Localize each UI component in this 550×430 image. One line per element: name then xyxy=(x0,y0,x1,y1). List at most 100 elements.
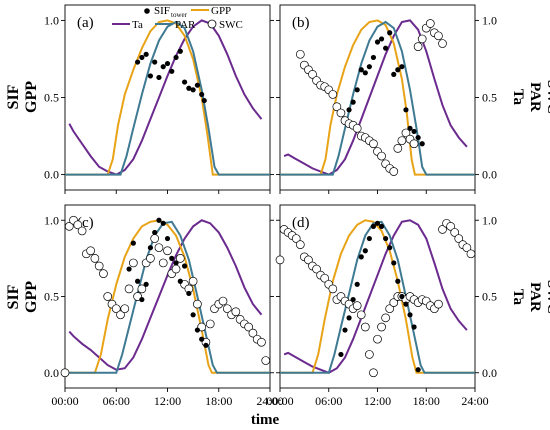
legend-swc-label: SWC xyxy=(219,19,243,31)
sif-point xyxy=(415,134,421,141)
swc-point xyxy=(291,234,301,243)
sif-point xyxy=(346,107,352,113)
swc-point xyxy=(377,322,386,332)
y-tick-label-right: 0.0 xyxy=(482,168,497,182)
panel-label: (b) xyxy=(292,15,310,31)
swc-point xyxy=(373,334,382,344)
sif-point xyxy=(194,327,200,333)
swc-point xyxy=(103,292,113,301)
sif-point xyxy=(160,220,166,226)
gpp-series-line xyxy=(65,19,270,176)
x-tick-label: 06:00 xyxy=(103,394,130,408)
sif-point xyxy=(387,30,393,36)
par-series-line xyxy=(280,20,475,176)
sif-point xyxy=(199,336,205,342)
sif-point xyxy=(143,51,149,57)
x-axis-title: time xyxy=(251,412,280,428)
swc-point xyxy=(60,368,70,378)
swc-point xyxy=(304,255,313,265)
swc-point xyxy=(146,254,155,263)
swc-point xyxy=(352,123,362,133)
sif-point xyxy=(358,67,364,73)
swc-point xyxy=(120,304,130,314)
sif-point xyxy=(177,278,183,284)
left-y-title-gpp: GPP xyxy=(23,81,40,113)
legend-ta-label: Ta xyxy=(132,19,143,31)
swc-point xyxy=(128,258,138,268)
par-series-line xyxy=(65,20,270,176)
swc-point xyxy=(171,264,181,274)
sif-point xyxy=(395,67,401,73)
swc-point xyxy=(409,139,419,149)
swc-point xyxy=(90,254,100,263)
swc-point xyxy=(150,234,160,243)
sif-point xyxy=(152,59,158,65)
swc-point xyxy=(312,264,321,274)
sif-point xyxy=(366,64,372,70)
swc-point xyxy=(261,356,271,365)
sif-point xyxy=(354,281,360,287)
sif-point xyxy=(383,45,389,51)
ta-series-line xyxy=(283,19,468,176)
swc-point xyxy=(352,301,362,310)
x-tick-label: 12:00 xyxy=(364,394,391,408)
ta-series-line xyxy=(68,219,263,371)
swc-point xyxy=(77,226,87,236)
sif-point xyxy=(173,54,179,61)
sif-point xyxy=(156,217,162,223)
legend-sif-subscript: tower xyxy=(171,11,188,19)
swc-point xyxy=(154,243,164,253)
panel-frame xyxy=(279,4,476,191)
sif-point xyxy=(399,293,405,300)
swc-point xyxy=(205,319,215,329)
swc-point xyxy=(389,298,399,307)
y-tick-label-left: 1.0 xyxy=(44,13,59,27)
legend-swc-marker xyxy=(207,19,217,29)
swc-point xyxy=(218,296,228,306)
sif-point xyxy=(419,141,425,147)
sif-point xyxy=(152,229,158,236)
panel-label: (a) xyxy=(77,15,94,31)
sif-point xyxy=(391,71,397,77)
sif-point xyxy=(181,79,188,85)
sif-point xyxy=(407,312,413,318)
sif-point xyxy=(383,235,389,242)
sif-point xyxy=(370,223,377,229)
swc-point xyxy=(308,70,317,79)
sif-point xyxy=(350,296,356,303)
sif-point xyxy=(342,327,348,333)
swc-point xyxy=(446,222,455,231)
sif-point xyxy=(139,296,145,303)
swc-point xyxy=(356,310,366,320)
legend-par-label: PAR xyxy=(175,19,196,31)
sif-point xyxy=(358,254,364,260)
sif-point xyxy=(378,223,385,229)
swc-point xyxy=(434,31,443,41)
swc-point xyxy=(163,246,172,256)
swc-point xyxy=(328,284,338,294)
sif-point xyxy=(181,263,188,269)
y-tick-label-left: 0.5 xyxy=(44,290,59,304)
sif-point xyxy=(403,107,409,113)
swc-point xyxy=(454,234,464,243)
x-tick-label: 00:00 xyxy=(51,394,78,408)
swc-point xyxy=(137,284,147,294)
swc-point xyxy=(244,322,253,332)
swc-point xyxy=(450,228,460,237)
sif-point xyxy=(173,260,179,266)
sif-point xyxy=(147,245,154,251)
swc-point xyxy=(175,254,185,263)
sif-point xyxy=(139,54,145,61)
swc-point xyxy=(466,249,476,259)
sif-point xyxy=(350,99,356,105)
swc-point xyxy=(94,261,104,271)
sif-point xyxy=(346,315,352,321)
swc-point xyxy=(360,322,370,332)
swc-point xyxy=(257,337,266,347)
swc-point xyxy=(73,220,83,230)
sif-point xyxy=(374,220,381,226)
swc-point xyxy=(369,139,378,149)
swc-point xyxy=(434,299,443,309)
swc-point xyxy=(385,304,395,314)
